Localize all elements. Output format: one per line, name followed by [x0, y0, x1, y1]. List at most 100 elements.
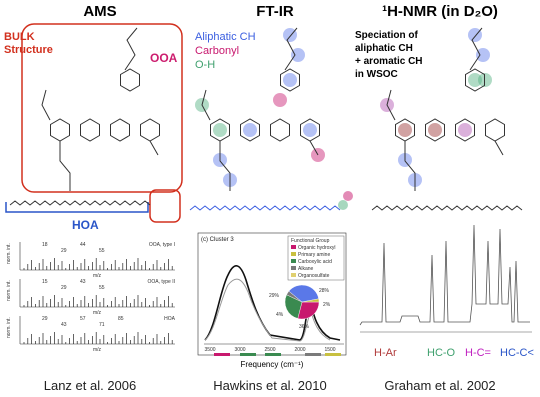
spectrum-label: HOA	[164, 316, 176, 322]
peak-label: 55	[99, 248, 105, 254]
bond	[386, 27, 504, 191]
ring	[465, 68, 485, 92]
peak-label: 57	[80, 316, 86, 322]
hoa-bracket	[5, 202, 149, 213]
x-tick-label: 3500	[204, 347, 215, 353]
hoa-label: HOA	[72, 218, 99, 232]
ring	[140, 118, 160, 142]
spectrum-label: OOA, type I	[149, 242, 175, 248]
legend-swatch	[291, 252, 296, 256]
legend-label: Carboxylic acid	[298, 259, 332, 265]
highlight	[243, 123, 257, 137]
ring	[280, 68, 300, 92]
pie-label: 29%	[269, 293, 280, 299]
highlight	[398, 123, 412, 137]
panel-title: FT-IR	[256, 3, 294, 20]
highlight	[213, 123, 227, 137]
panel-title: AMS	[83, 3, 116, 20]
peak-label: 71	[99, 322, 105, 328]
ring	[110, 118, 130, 142]
highlight	[468, 73, 482, 87]
highlight	[343, 191, 353, 201]
legend-label: Organic hydroxyl	[298, 245, 336, 251]
x-axis-label: Frequency (cm⁻¹)	[241, 360, 304, 369]
legend-label: Primary amine	[298, 252, 330, 258]
x-tick-label: 3000	[234, 347, 245, 353]
spectrum-label: OOA, type II	[147, 279, 175, 285]
nmr-peak: HC-C<	[500, 347, 534, 359]
peak-label: 29	[42, 316, 48, 322]
legend-swatch	[291, 266, 296, 270]
legend-box	[287, 235, 345, 281]
pie-label: 28%	[319, 288, 330, 294]
y-axis-label: norm. int.	[6, 317, 12, 338]
legend-title: Functional Group	[291, 238, 330, 244]
band	[214, 353, 230, 356]
peak-label: 55	[99, 285, 105, 291]
description: + aromatic CH	[355, 56, 423, 67]
x-tick-label: 1500	[324, 347, 335, 353]
x-tick-label: 2500	[264, 347, 275, 353]
y-axis-label: norm. int.	[6, 280, 12, 301]
ring	[270, 118, 290, 142]
ooa-label: OOA	[150, 51, 178, 65]
nmr-spectrum	[359, 224, 530, 326]
x-axis-label: m/z	[93, 347, 102, 353]
band	[325, 353, 341, 356]
pie-slice	[284, 294, 303, 319]
legend-label: Organosulfate	[298, 273, 330, 279]
group-label: Aliphatic CH	[195, 31, 256, 43]
peak-label: 15	[42, 279, 48, 285]
bulk-label: Structure	[4, 44, 53, 56]
pie-label: 2%	[323, 302, 331, 308]
band	[305, 353, 321, 356]
band	[240, 353, 256, 356]
y-axis-label: norm. int.	[6, 243, 12, 264]
peak-label: 85	[118, 316, 124, 322]
nmr-peak: H-C=	[465, 347, 491, 359]
ring	[485, 118, 505, 142]
legend-swatch	[291, 245, 296, 249]
peak-label: 44	[80, 242, 86, 248]
pie-slice	[288, 284, 319, 303]
acid-box	[149, 189, 181, 223]
highlight	[458, 123, 472, 137]
panel-title: ¹H-NMR (in D₂O)	[382, 3, 498, 20]
description: Speciation of	[355, 30, 418, 41]
peak-label: 43	[61, 322, 67, 328]
citation: Lanz et al. 2006	[44, 378, 137, 393]
peak-label: 43	[80, 279, 86, 285]
group-label: Carbonyl	[195, 45, 239, 57]
bulk-label: BULK	[4, 31, 35, 43]
peak-label: 29	[61, 248, 67, 254]
alkyl-chain	[189, 205, 341, 211]
highlight	[283, 73, 297, 87]
panel-label: (c) Cluster 3	[201, 237, 234, 243]
ring	[80, 118, 100, 142]
x-axis-label: m/z	[93, 273, 102, 279]
ring	[455, 118, 475, 142]
bulk-box	[21, 23, 183, 193]
pie-label: 4%	[276, 312, 284, 318]
ring	[240, 118, 260, 142]
x-axis-label: m/z	[93, 310, 102, 316]
bond	[201, 27, 319, 191]
highlight	[476, 48, 490, 62]
highlight	[273, 93, 287, 107]
description: in WSOC	[355, 69, 398, 80]
alkyl-chain	[9, 200, 151, 206]
description: aliphatic CH	[355, 43, 413, 54]
highlight	[428, 123, 442, 137]
group-label: O-H	[195, 59, 215, 71]
highlight	[303, 123, 317, 137]
citation: Graham et al. 2002	[384, 378, 495, 393]
highlight	[291, 48, 305, 62]
pie-slice	[301, 298, 320, 303]
pie-slice	[297, 301, 320, 320]
ring	[120, 68, 140, 92]
peak-label: 29	[61, 285, 67, 291]
legend-label: Alkane	[298, 266, 314, 272]
peak-label: 18	[42, 242, 48, 248]
nmr-peak: HC-O	[427, 347, 456, 359]
